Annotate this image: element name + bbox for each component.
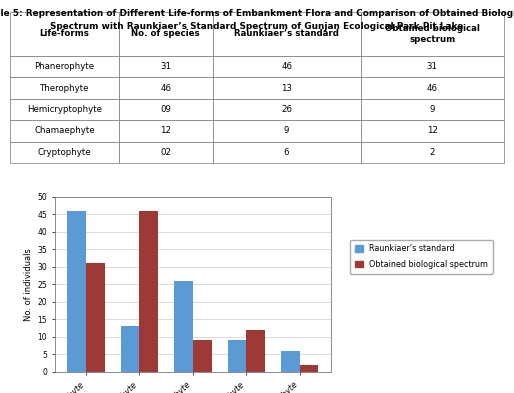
Text: Table 5: Representation of Different Life-forms of Embankment Flora and Comparis: Table 5: Representation of Different Lif… bbox=[0, 9, 514, 18]
Text: Spectrum with Raunkiaer’s Standard Spectrum of Gunjan Ecological Park Pit Lake: Spectrum with Raunkiaer’s Standard Spect… bbox=[50, 22, 464, 31]
Legend: Raunkiaer’s standard, Obtained biological spectrum: Raunkiaer’s standard, Obtained biologica… bbox=[350, 240, 493, 274]
